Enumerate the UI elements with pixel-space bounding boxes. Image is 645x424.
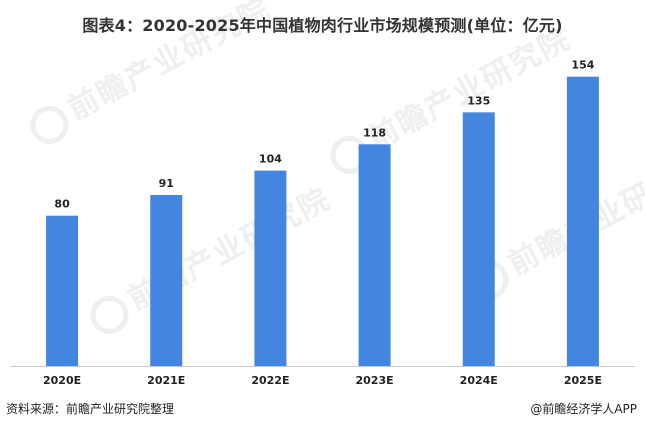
bar-2022E [254,170,287,366]
x-tick-label: 2024E [460,374,498,387]
data-label: 80 [54,198,70,211]
x-tick-label: 2021E [147,374,185,387]
bar-2024E [462,112,495,366]
bar-2025E [566,76,599,367]
bar-2023E [358,144,391,366]
x-tick-label: 2025E [564,374,602,387]
source-note: 资料来源：前瞻产业研究院整理 [6,402,175,416]
x-tick-label: 2023E [356,374,394,387]
bar-2020E [46,215,79,366]
data-label: 91 [159,177,174,190]
data-label: 104 [259,153,282,166]
chart-title: 图表4：2020-2025年中国植物肉行业市场规模预测(单位：亿元) [82,16,563,35]
source-credit: @前瞻经济学人APP [530,402,637,416]
data-label: 135 [467,94,490,107]
data-label: 154 [571,59,594,72]
bar-2021E [150,195,183,366]
x-tick-label: 2022E [251,374,289,387]
data-label: 118 [363,126,386,139]
x-tick-label: 2020E [43,374,81,387]
